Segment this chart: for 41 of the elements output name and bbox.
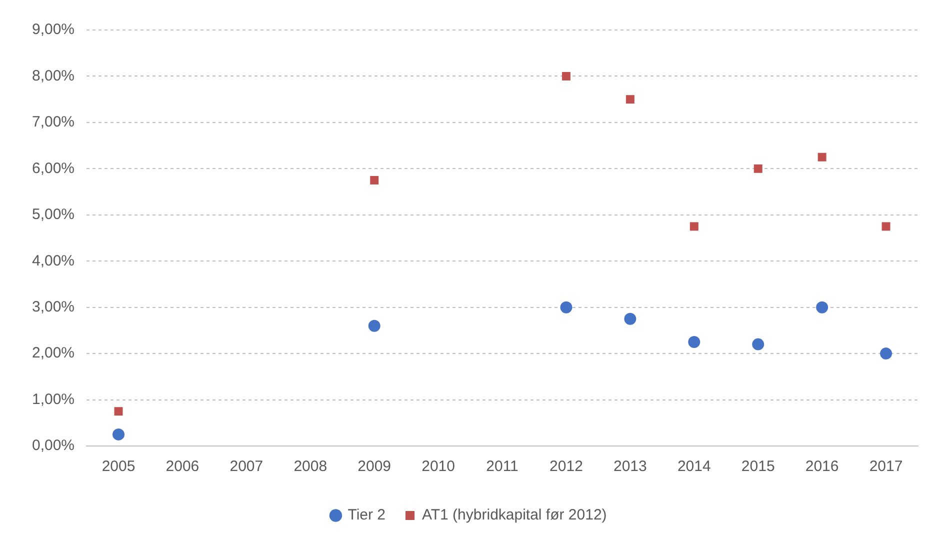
x-tick-label: 2008 (294, 458, 328, 476)
y-tick-label: 5,00% (32, 206, 75, 224)
y-tick-label: 9,00% (32, 21, 75, 38)
point (690, 222, 698, 231)
x-tick-label: 2017 (869, 458, 903, 476)
y-tick-label: 2,00% (32, 344, 75, 362)
x-tick-label: 2013 (613, 458, 647, 476)
x-tick-label: 2015 (741, 458, 775, 476)
y-tick-label: 6,00% (32, 160, 75, 177)
point (754, 164, 762, 173)
point (626, 95, 634, 104)
point (752, 338, 764, 350)
y-tick-label: 8,00% (32, 67, 75, 84)
point (560, 301, 572, 314)
x-tick-label: 2012 (550, 458, 583, 476)
point (688, 336, 700, 348)
point (880, 348, 892, 360)
point (114, 407, 123, 416)
y-tick-label: 1,00% (32, 390, 75, 408)
x-tick-label: 2011 (486, 458, 518, 476)
x-tick-label: 2014 (677, 458, 711, 476)
y-tick-label: 7,00% (32, 114, 75, 131)
x-tick-label: 2009 (358, 458, 392, 476)
y-tick-label: 0,00% (32, 437, 75, 454)
y-tick-label: 4,00% (32, 252, 75, 270)
point (816, 301, 828, 314)
point (624, 312, 636, 325)
point (112, 428, 125, 440)
x-tick-label: 2007 (230, 458, 264, 476)
x-tick-label: 2005 (102, 458, 136, 476)
point (882, 222, 890, 231)
x-tick-label: 2016 (805, 458, 839, 476)
x-tick-label: 2006 (166, 458, 200, 476)
point (818, 152, 826, 162)
legend-label: Tier 2 (348, 506, 386, 524)
point (370, 176, 379, 184)
legend-label: AT1 (hybridkapital før 2012) (422, 506, 607, 524)
point (368, 320, 380, 332)
x-tick-label: 2010 (422, 458, 455, 476)
y-tick-label: 3,00% (32, 298, 75, 316)
point (562, 72, 570, 80)
